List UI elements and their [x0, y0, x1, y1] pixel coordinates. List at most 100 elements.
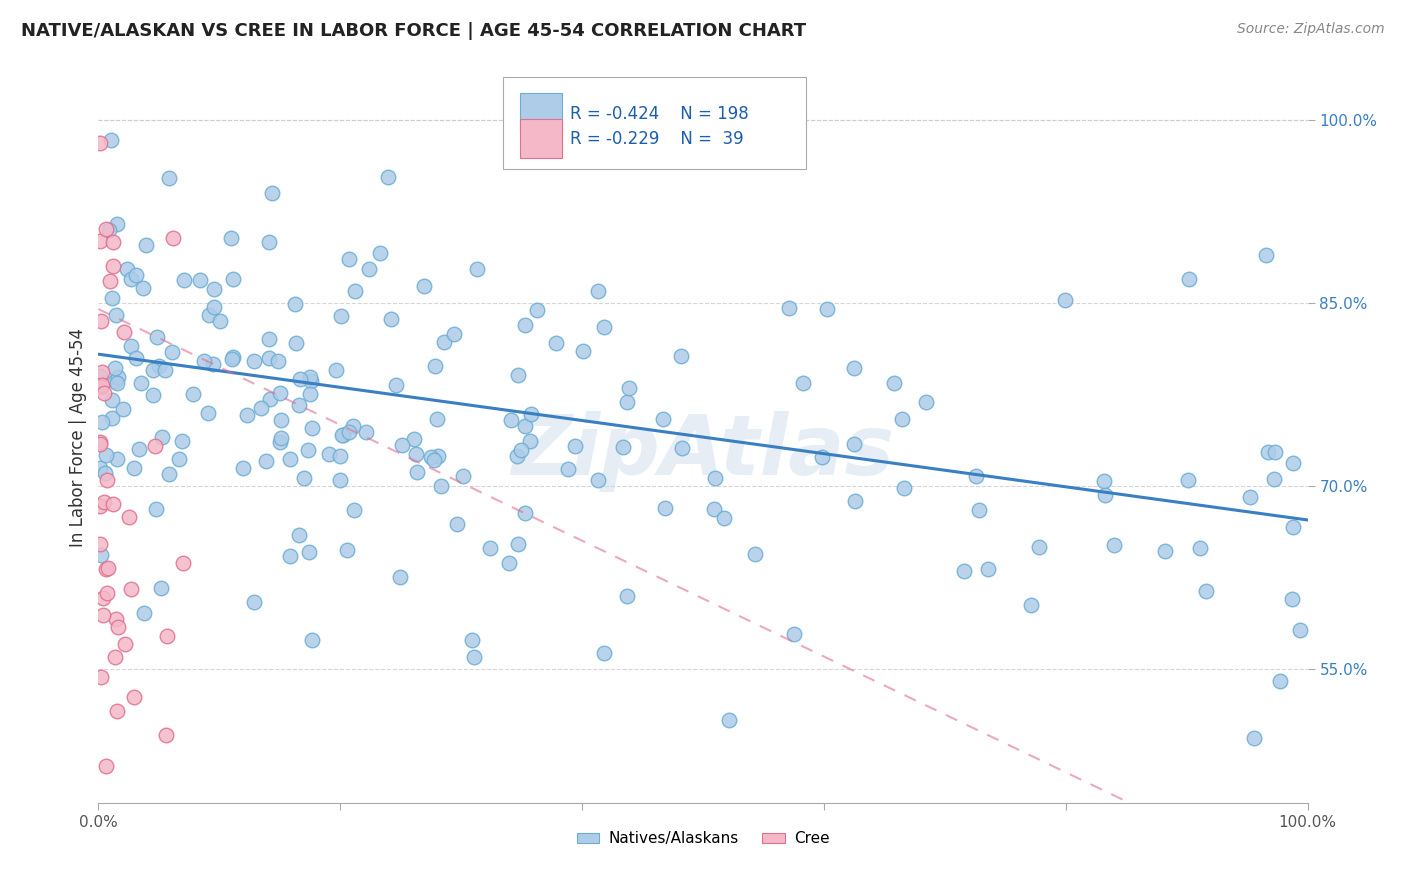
Point: [617, 382, 640, 396]
Point: [671, 442, 693, 456]
Point: [413, 279, 436, 293]
Point: [460, 633, 482, 648]
Point: [301, 421, 323, 435]
Point: [564, 439, 586, 453]
Point: [844, 437, 866, 451]
Point: [336, 543, 359, 558]
Point: [269, 386, 291, 401]
Point: [792, 376, 814, 391]
Point: [1281, 592, 1303, 607]
Point: [89, 136, 111, 151]
Point: [977, 561, 1000, 575]
Point: [89, 500, 111, 514]
Point: [103, 374, 125, 388]
Point: [572, 343, 595, 358]
Point: [299, 369, 322, 384]
Point: [380, 312, 402, 326]
Point: [104, 612, 127, 626]
Point: [122, 460, 145, 475]
Point: [357, 262, 380, 277]
Point: [337, 425, 360, 439]
Point: [157, 171, 180, 186]
Point: [120, 272, 142, 286]
Point: [94, 221, 117, 235]
Point: [612, 440, 634, 454]
Point: [257, 235, 280, 249]
Point: [510, 442, 533, 457]
Point: [593, 320, 616, 334]
Point: [146, 330, 169, 344]
Text: NATIVE/ALASKAN VS CREE IN LABOR FORCE | AGE 45-54 CORRELATION CHART: NATIVE/ALASKAN VS CREE IN LABOR FORCE | …: [21, 22, 806, 40]
FancyBboxPatch shape: [520, 94, 561, 133]
Point: [115, 262, 138, 277]
Point: [388, 570, 411, 584]
Legend: Natives/Alaskans, Cree: Natives/Alaskans, Cree: [576, 831, 830, 847]
Point: [249, 401, 271, 416]
Point: [169, 451, 191, 466]
Point: [391, 437, 413, 451]
Point: [89, 434, 111, 449]
Point: [105, 704, 128, 718]
Point: [114, 637, 136, 651]
Point: [425, 359, 447, 374]
Point: [267, 353, 290, 368]
Point: [292, 471, 315, 485]
Point: [669, 349, 692, 363]
Point: [1094, 487, 1116, 501]
Point: [513, 419, 536, 434]
Point: [811, 450, 834, 464]
Point: [891, 412, 914, 426]
Point: [506, 537, 529, 551]
Point: [546, 336, 568, 351]
Point: [91, 415, 114, 429]
Point: [254, 454, 277, 468]
Point: [208, 314, 231, 328]
Point: [406, 465, 429, 479]
Point: [94, 759, 117, 773]
Point: [141, 363, 163, 377]
Point: [148, 359, 170, 373]
Point: [652, 412, 675, 426]
Point: [156, 629, 179, 643]
Y-axis label: In Labor Force | Age 45-54: In Labor Force | Age 45-54: [69, 327, 87, 547]
Point: [513, 507, 536, 521]
Point: [498, 556, 520, 570]
Point: [101, 392, 124, 407]
Point: [519, 434, 541, 448]
Point: [104, 649, 127, 664]
Point: [513, 318, 536, 333]
Point: [778, 301, 800, 315]
Point: [120, 582, 142, 596]
Point: [1282, 456, 1305, 470]
Point: [107, 369, 129, 384]
Point: [93, 494, 115, 508]
Point: [953, 564, 976, 578]
Point: [89, 461, 111, 475]
Point: [236, 408, 259, 422]
Point: [288, 399, 311, 413]
Point: [269, 435, 291, 450]
Point: [197, 308, 219, 322]
Point: [815, 302, 838, 317]
Point: [172, 556, 194, 570]
Point: [90, 314, 112, 328]
Point: [1264, 444, 1286, 458]
Point: [96, 585, 118, 599]
Point: [242, 595, 264, 609]
Point: [718, 713, 741, 727]
Point: [270, 413, 292, 427]
Point: [385, 378, 408, 392]
Point: [112, 325, 135, 339]
Point: [1019, 598, 1042, 612]
Point: [89, 369, 111, 384]
Point: [318, 447, 340, 461]
Point: [193, 354, 215, 368]
Point: [443, 326, 465, 341]
Point: [94, 561, 117, 575]
Point: [107, 620, 129, 634]
Point: [301, 633, 323, 648]
Point: [1281, 520, 1303, 534]
Point: [914, 395, 936, 409]
Point: [145, 502, 167, 516]
Point: [257, 351, 280, 366]
